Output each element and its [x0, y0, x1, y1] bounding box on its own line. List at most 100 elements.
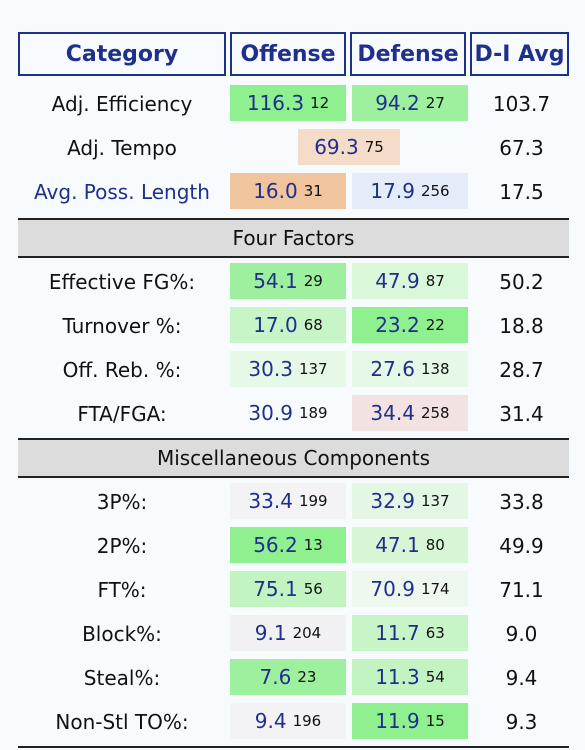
stat-rank: 75 — [364, 138, 384, 156]
header-d1-avg[interactable]: D-I Avg — [470, 32, 569, 76]
stat-value: 34.4 — [370, 401, 415, 425]
d1-avg-value: 49.9 — [499, 534, 544, 558]
d1-avg-value: 17.5 — [499, 180, 544, 204]
stat-value: 75.1 — [253, 577, 298, 601]
d1-avg-value: 103.7 — [492, 92, 551, 116]
divider — [18, 746, 569, 748]
stat-row: Adj. Tempo 69.3 75 67.3 — [18, 129, 569, 167]
section-four-factors: Four Factors — [18, 218, 569, 256]
offense-cell: 54.1 29 — [230, 263, 346, 299]
stat-value: 33.4 — [248, 489, 293, 513]
row-label: Off. Reb. %: — [62, 358, 182, 382]
header-category[interactable]: Category — [18, 32, 226, 76]
stat-value: 7.6 — [259, 665, 292, 689]
row-label: 3P%: — [96, 490, 148, 514]
offense-cell: 9.4 196 — [230, 703, 346, 739]
offense-cell: 17.0 68 — [230, 307, 346, 343]
d1-avg-value: 18.8 — [499, 314, 544, 338]
stat-value: 69.3 — [314, 135, 359, 159]
offense-cell: 116.3 12 — [230, 85, 346, 121]
stat-row: FT%: 75.1 56 70.9 174 71.1 — [18, 571, 569, 609]
row-label: Adj. Tempo — [67, 136, 177, 160]
stat-rank: 54 — [425, 668, 445, 686]
stat-rank: 174 — [420, 580, 450, 598]
stat-row: FTA/FGA: 30.9 189 34.4 258 31.4 — [18, 395, 569, 433]
stat-rank: 256 — [420, 182, 450, 200]
row-label: Turnover %: — [62, 314, 182, 338]
stat-value: 70.9 — [370, 577, 415, 601]
stat-value: 47.9 — [375, 269, 420, 293]
stat-rank: 80 — [425, 536, 445, 554]
defense-cell: 23.2 22 — [352, 307, 468, 343]
stat-rank: 15 — [425, 712, 445, 730]
row-label: Block%: — [82, 622, 162, 646]
offense-cell: 9.1 204 — [230, 615, 346, 651]
defense-cell: 70.9 174 — [352, 571, 468, 607]
stat-rank: 29 — [303, 272, 323, 290]
stat-value: 30.9 — [248, 401, 293, 425]
row-label: 2P%: — [96, 534, 148, 558]
defense-cell: 11.7 63 — [352, 615, 468, 651]
stat-value: 47.1 — [375, 533, 420, 557]
stat-rank: 12 — [310, 94, 330, 112]
row-label: Non-Stl TO%: — [55, 710, 189, 734]
row-label[interactable]: Avg. Poss. Length — [34, 180, 210, 204]
stat-rank: 137 — [298, 360, 328, 378]
row-label: FT%: — [97, 578, 147, 602]
stat-row: 3P%: 33.4 199 32.9 137 33.8 — [18, 483, 569, 521]
stat-rank: 87 — [425, 272, 445, 290]
stat-value: 11.9 — [375, 709, 420, 733]
stat-rank: 189 — [298, 404, 328, 422]
stat-value: 9.1 — [254, 621, 287, 645]
divider — [18, 256, 569, 258]
section-misc-components: Miscellaneous Components — [18, 438, 569, 476]
stat-value: 27.6 — [370, 357, 415, 381]
tempo-cell: 69.3 75 — [298, 129, 400, 165]
row-label: FTA/FGA: — [77, 402, 167, 426]
offense-cell: 7.6 23 — [230, 659, 346, 695]
stat-row: Steal%: 7.6 23 11.3 54 9.4 — [18, 659, 569, 697]
offense-cell: 30.3 137 — [230, 351, 346, 387]
d1-avg-value: 50.2 — [499, 270, 544, 294]
stat-value: 16.0 — [253, 179, 298, 203]
header-defense[interactable]: Defense — [350, 32, 466, 76]
row-label: Steal%: — [83, 666, 161, 690]
stat-value: 11.7 — [375, 621, 420, 645]
stat-rank: 68 — [303, 316, 323, 334]
stat-rank: 138 — [420, 360, 450, 378]
row-label: Effective FG%: — [48, 270, 196, 294]
stat-rank: 204 — [292, 624, 322, 642]
defense-cell: 32.9 137 — [352, 483, 468, 519]
d1-avg-value: 33.8 — [499, 490, 544, 514]
stat-rank: 13 — [303, 536, 323, 554]
stat-row: Block%: 9.1 204 11.7 63 9.0 — [18, 615, 569, 653]
divider — [18, 476, 569, 478]
d1-avg-value: 9.0 — [505, 622, 538, 646]
d1-avg-value: 9.4 — [505, 666, 538, 690]
d1-avg-value: 31.4 — [499, 402, 544, 426]
defense-cell: 11.9 15 — [352, 703, 468, 739]
d1-avg-value: 9.3 — [505, 710, 538, 734]
offense-cell: 75.1 56 — [230, 571, 346, 607]
stat-rank: 199 — [298, 492, 328, 510]
stat-row: Avg. Poss. Length 16.0 31 17.9 256 17.5 — [18, 173, 569, 211]
stat-row: 2P%: 56.2 13 47.1 80 49.9 — [18, 527, 569, 565]
defense-cell: 47.9 87 — [352, 263, 468, 299]
offense-cell: 56.2 13 — [230, 527, 346, 563]
stat-value: 94.2 — [375, 91, 420, 115]
defense-cell: 47.1 80 — [352, 527, 468, 563]
stat-rank: 137 — [420, 492, 450, 510]
d1-avg-value: 28.7 — [499, 358, 544, 382]
offense-cell: 16.0 31 — [230, 173, 346, 209]
header-offense[interactable]: Offense — [230, 32, 346, 76]
stat-value: 54.1 — [253, 269, 298, 293]
stat-rank: 27 — [425, 94, 445, 112]
stat-row: Non-Stl TO%: 9.4 196 11.9 15 9.3 — [18, 703, 569, 741]
stat-value: 116.3 — [246, 91, 305, 115]
stat-rank: 196 — [292, 712, 322, 730]
d1-avg-value: 71.1 — [499, 578, 544, 602]
stat-value: 30.3 — [248, 357, 293, 381]
defense-cell: 94.2 27 — [352, 85, 468, 121]
stat-rank: 258 — [420, 404, 450, 422]
